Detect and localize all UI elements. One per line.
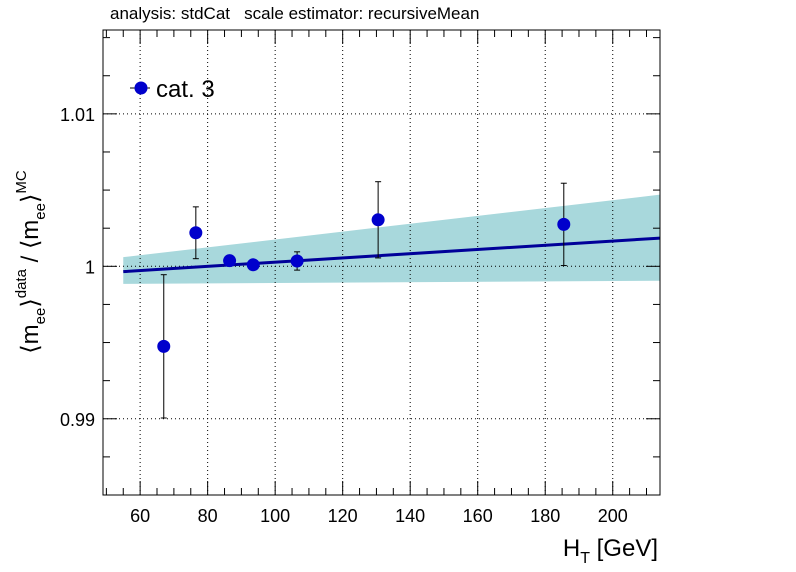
x-tick-label: 60: [130, 506, 150, 526]
plot-frame: [102, 29, 661, 496]
fit-line: [123, 236, 661, 274]
data-point: [557, 217, 571, 231]
data-point: [246, 258, 260, 272]
x-tick-label: 80: [198, 506, 218, 526]
x-tick-label: 140: [395, 506, 425, 526]
data-point: [157, 339, 171, 353]
x-axis-title: HT [GeV]: [563, 535, 658, 567]
x-tick-label: 180: [530, 506, 560, 526]
data-point: [189, 226, 203, 240]
x-tick-label: 100: [260, 506, 290, 526]
y-tick-label: 1.01: [60, 105, 95, 125]
data-point: [371, 213, 385, 227]
y-axis-title-group: ⟨mee⟩data / ⟨mee⟩MC: [13, 170, 49, 354]
fit-uncertainty-band: [123, 194, 661, 284]
y-axis-title: ⟨mee⟩data / ⟨mee⟩MC: [13, 170, 49, 354]
legend-label: cat. 3: [156, 76, 215, 103]
data-point: [290, 254, 304, 268]
x-tick-label: 200: [598, 506, 628, 526]
chart-title: analysis: stdCat scale estimator: recurs…: [110, 4, 480, 23]
y-tick-label: 1: [85, 257, 95, 277]
legend-marker: [134, 81, 148, 95]
x-tick-label: 120: [328, 506, 358, 526]
x-tick-label: 160: [463, 506, 493, 526]
y-tick-label: 0.99: [60, 410, 95, 430]
data-point: [223, 254, 237, 268]
